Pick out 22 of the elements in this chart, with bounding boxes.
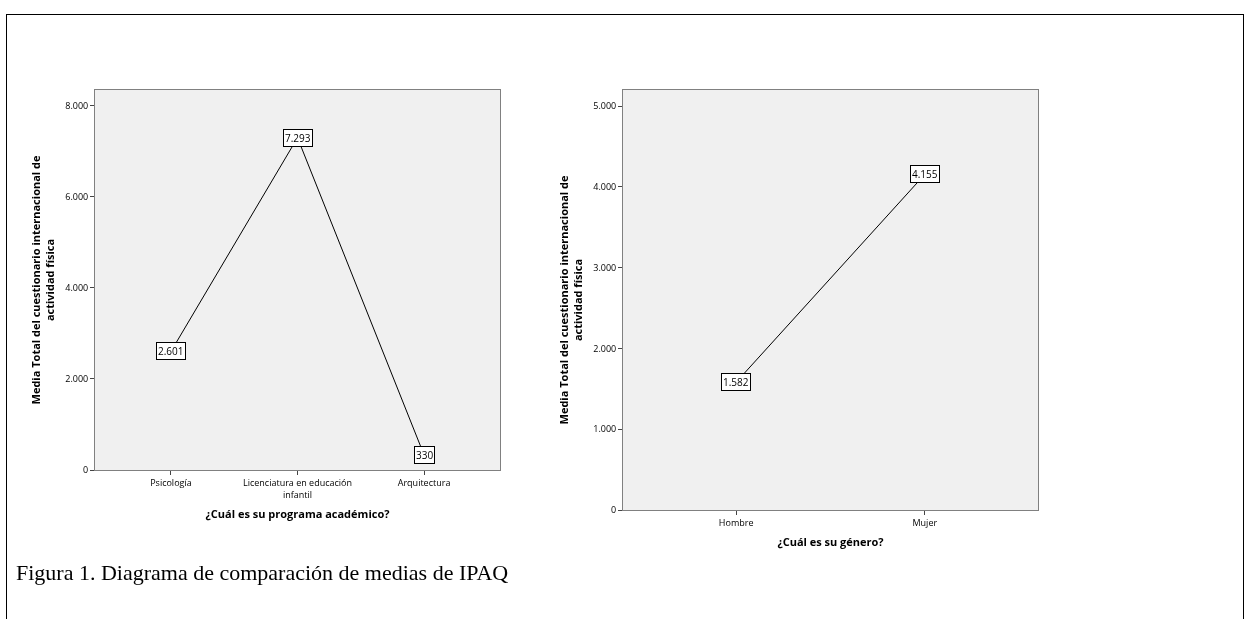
y-tick-label: 3.000: [593, 260, 617, 274]
x-tick-label: Hombre: [718, 515, 754, 529]
y-tick-label: 4.000: [65, 280, 89, 294]
y-axis-title: Media Total del cuestionario internacional de actividad física: [555, 175, 585, 425]
y-tick-label: 6.000: [65, 189, 89, 203]
x-tick-label: Licenciatura en educación infantil: [242, 475, 353, 501]
y-axis-title: Media Total del cuestionario internacional de actividad física: [27, 155, 57, 405]
y-tick-label: 5.000: [593, 99, 617, 113]
y-tick-label: 2.000: [593, 341, 617, 355]
y-tick-label: 0: [611, 503, 617, 517]
y-tick-label: 4.000: [593, 180, 617, 194]
y-tick-label: 1.000: [593, 422, 617, 436]
x-tick-label: Mujer: [912, 515, 938, 529]
data-label: 330: [416, 448, 434, 462]
y-tick-label: 2.000: [65, 372, 89, 386]
y-tick-label: 0: [83, 463, 89, 477]
x-axis-title: ¿Cuál es su género?: [777, 534, 884, 549]
x-axis-title: ¿Cuál es su programa académico?: [205, 505, 390, 521]
x-tick-label: Arquitectura: [397, 475, 451, 489]
text: Figura 1. Diagrama de comparación de medias de IPAQ: [16, 560, 509, 586]
y-tick-label: 8.000: [65, 98, 89, 112]
x-tick-label: Psicología: [150, 475, 192, 489]
